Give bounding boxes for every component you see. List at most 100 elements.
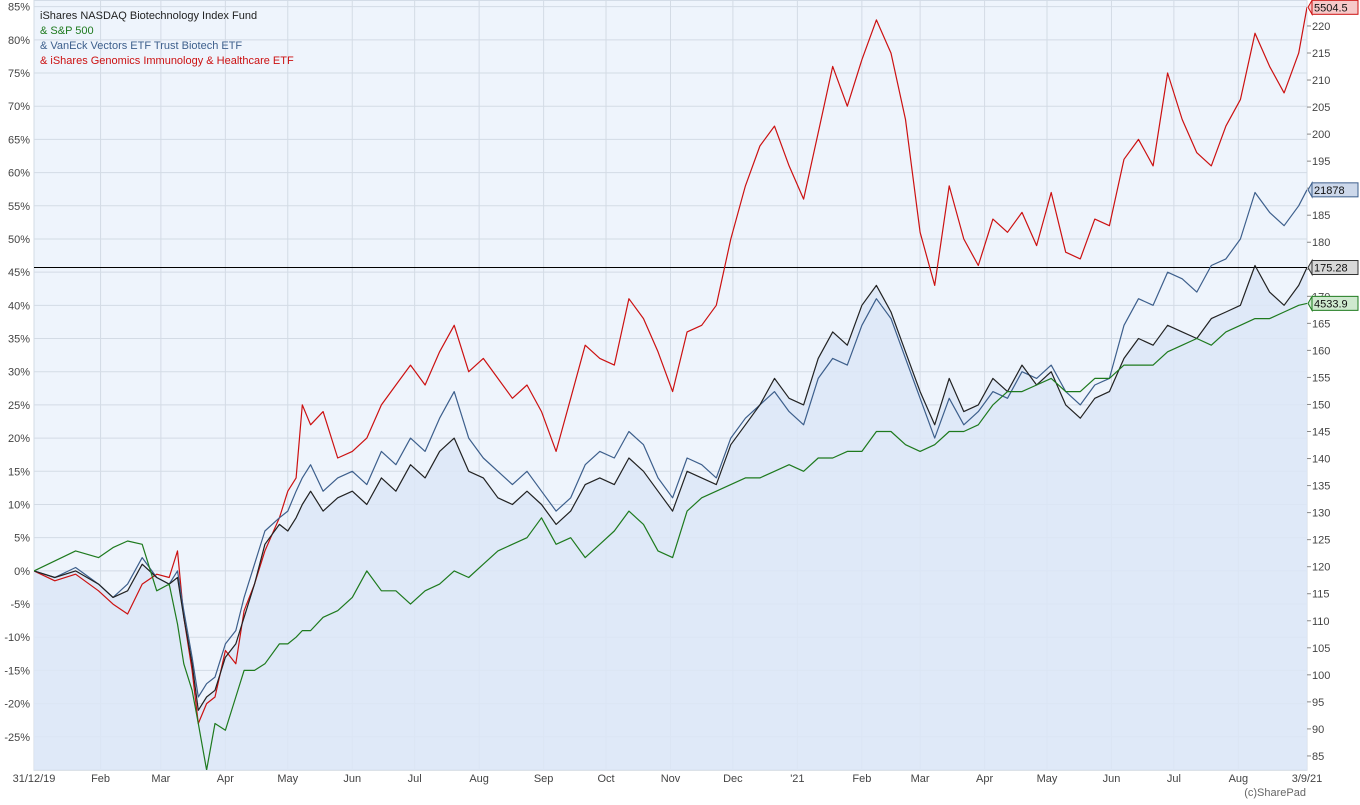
end-label-pointer — [1307, 294, 1313, 313]
right-tick-label: 135 — [1312, 481, 1330, 493]
x-tick-label: Jul — [408, 773, 422, 785]
x-tick-label: Apr — [976, 773, 993, 785]
left-tick-label: 60% — [8, 168, 30, 180]
left-tick-label: 35% — [8, 334, 30, 346]
x-tick-label: Dec — [723, 773, 743, 785]
right-tick-label: 155 — [1312, 372, 1330, 384]
x-tick-label: Apr — [217, 773, 234, 785]
left-tick-label: 85% — [8, 2, 30, 14]
right-tick-label: 145 — [1312, 427, 1330, 439]
end-label-box — [1311, 182, 1359, 198]
x-tick-label: Sep — [534, 773, 554, 785]
left-tick-label: 10% — [8, 499, 30, 511]
series-lines — [34, 7, 1307, 770]
right-tick-label: 115 — [1312, 589, 1330, 601]
legend-entry: iShares NASDAQ Biotechnology Index Fund — [40, 10, 257, 22]
benchmark-area — [34, 265, 1307, 770]
x-tick-label: Feb — [91, 773, 110, 785]
series-line-vaneck-vectors-etf-trust-biotech-etf — [34, 189, 1307, 698]
right-tick-label: 200 — [1312, 129, 1330, 141]
end-label-box — [1311, 0, 1359, 15]
x-tick-label: '21 — [790, 773, 804, 785]
legend: iShares NASDAQ Biotechnology Index Fund &… — [40, 10, 294, 67]
left-tick-label: 30% — [8, 367, 30, 379]
right-tick-label: 215 — [1312, 48, 1330, 60]
legend-entry: & VanEck Vectors ETF Trust Biotech ETF — [40, 40, 242, 52]
right-tick-label: 160 — [1312, 345, 1330, 357]
x-tick-label: Feb — [852, 773, 871, 785]
x-tick-label: Mar — [911, 773, 930, 785]
left-tick-label: -10% — [4, 632, 30, 644]
left-tick-label: 5% — [14, 533, 30, 545]
x-tick-label: Mar — [151, 773, 170, 785]
right-tick-label: 210 — [1312, 75, 1330, 87]
left-tick-label: 15% — [8, 466, 30, 478]
x-tick-label: Jun — [343, 773, 361, 785]
x-tick-label: 3/9/21 — [1292, 773, 1323, 785]
end-label-value: 4533.9 — [1314, 298, 1348, 310]
right-tick-label: 185 — [1312, 210, 1330, 222]
right-tick-label: 85 — [1312, 751, 1324, 763]
end-label-pointer — [1307, 0, 1313, 17]
right-tick-label: 220 — [1312, 21, 1330, 33]
left-tick-label: 45% — [8, 267, 30, 279]
left-tick-label: 0% — [14, 566, 30, 578]
left-tick-label: 55% — [8, 201, 30, 213]
right-tick-label: 165 — [1312, 318, 1330, 330]
series-line-ishares-nasdaq-biotechnology-index-fund — [34, 264, 1307, 711]
x-axis-ticks: 31/12/19 Feb Mar Apr May Jun Jul Aug Sep Oct Nov De… — [13, 773, 1323, 785]
right-tick-label: 205 — [1312, 102, 1330, 114]
series-line-s-p-500 — [34, 302, 1307, 770]
left-tick-label: 50% — [8, 234, 30, 246]
right-tick-label: 90 — [1312, 724, 1324, 736]
left-tick-label: 40% — [8, 300, 30, 312]
legend-entry: & iShares Genomics Immunology & Healthca… — [40, 55, 294, 67]
right-tick-label: 95 — [1312, 697, 1324, 709]
x-tick-label: May — [277, 773, 298, 785]
end-label-value: 5504.5 — [1314, 2, 1348, 14]
right-tick-label: 100 — [1312, 670, 1330, 682]
right-tick-label: 105 — [1312, 643, 1330, 655]
left-tick-label: 20% — [8, 433, 30, 445]
right-tick-label: 140 — [1312, 454, 1330, 466]
copyright-text: (c)SharePad — [1244, 787, 1306, 799]
left-tick-label: 65% — [8, 134, 30, 146]
end-label: 4533.9 — [1307, 294, 1359, 313]
end-label: 175.28 — [1307, 258, 1359, 277]
left-tick-label: 25% — [8, 400, 30, 412]
right-tick-label: 110 — [1312, 616, 1330, 628]
right-tick-label: 180 — [1312, 237, 1330, 249]
left-tick-label: -15% — [4, 665, 30, 677]
x-tick-label: 31/12/19 — [13, 773, 56, 785]
end-label-box — [1311, 295, 1359, 311]
end-label-box — [1311, 260, 1359, 276]
x-tick-label: Jul — [1167, 773, 1181, 785]
end-label-value: 21878 — [1314, 185, 1345, 197]
left-tick-label: 80% — [8, 35, 30, 47]
right-axis-ticks: 2202152102052001951901851801751701651601… — [1307, 21, 1330, 763]
left-tick-label: -20% — [4, 699, 30, 711]
x-tick-label: Jun — [1103, 773, 1121, 785]
left-tick-label: 75% — [8, 68, 30, 80]
x-tick-label: May — [1037, 773, 1058, 785]
right-tick-label: 120 — [1312, 562, 1330, 574]
end-label: 5504.5 — [1307, 0, 1359, 17]
left-tick-label: -5% — [10, 599, 30, 611]
legend-entry: & S&P 500 — [40, 25, 94, 37]
x-tick-label: Aug — [1229, 773, 1249, 785]
right-tick-label: 150 — [1312, 399, 1330, 411]
end-label-pointer — [1307, 258, 1313, 277]
right-tick-label: 125 — [1312, 535, 1330, 547]
end-value-labels: 5504.5 21878 175.28 4533.9 — [1307, 0, 1359, 313]
x-tick-label: Oct — [597, 773, 614, 785]
base-series-area — [34, 265, 1307, 770]
end-label-value: 175.28 — [1314, 263, 1348, 275]
left-axis-ticks: 85% 80% 75% 70% 65% 60% 55% 50% 45% 40% 35% 30% 25% 2… — [4, 2, 30, 744]
series-line-ishares-genomics-immunology-healthcare-etf — [34, 7, 1307, 725]
right-tick-label: 195 — [1312, 156, 1330, 168]
left-tick-label: 70% — [8, 101, 30, 113]
end-label: 21878 — [1307, 180, 1359, 199]
end-label-pointer — [1307, 180, 1313, 199]
